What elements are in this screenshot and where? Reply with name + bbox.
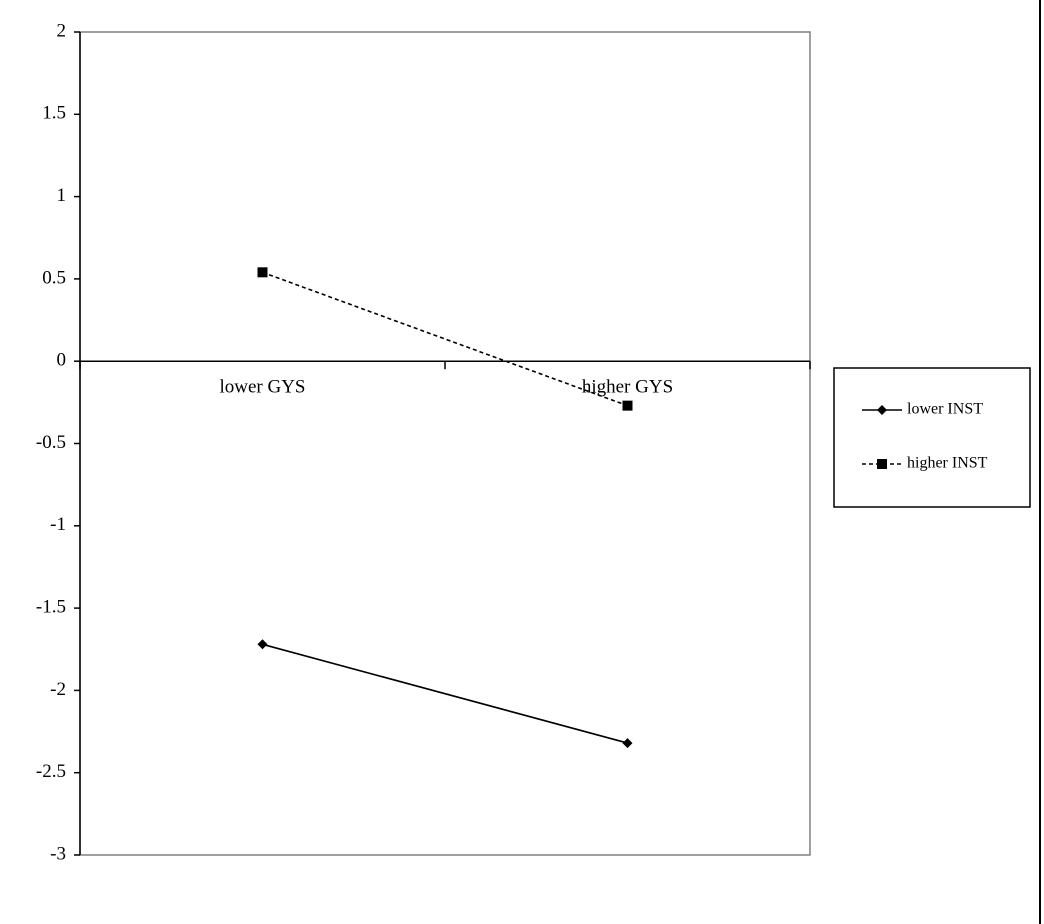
marker xyxy=(622,738,633,749)
legend-label: lower INST xyxy=(907,401,983,418)
marker xyxy=(257,267,268,278)
series-line xyxy=(262,643,628,744)
y-tick-label: 1 xyxy=(57,185,67,206)
legend-box xyxy=(833,367,1031,508)
y-tick-label: -0.5 xyxy=(36,432,66,453)
y-tick-label: -2 xyxy=(50,679,66,700)
marker xyxy=(622,400,633,411)
series-line xyxy=(262,271,628,407)
plot-area xyxy=(79,31,811,856)
x-tick-label: lower GYS xyxy=(219,377,305,398)
y-tick-label: -2.5 xyxy=(36,761,66,782)
y-tick-label: -3 xyxy=(50,843,66,864)
legend-marker xyxy=(877,459,887,469)
y-tick-label: -1.5 xyxy=(36,596,66,617)
y-tick-label: 2 xyxy=(57,20,67,41)
legend-label: higher INST xyxy=(907,455,988,472)
legend-marker xyxy=(877,405,887,415)
y-tick-label: 0.5 xyxy=(42,267,66,288)
y-tick-label: 0 xyxy=(57,350,67,371)
y-tick-label: -1 xyxy=(50,514,66,535)
x-tick-label: higher GYS xyxy=(582,377,673,398)
marker xyxy=(257,639,268,650)
y-tick-label: 1.5 xyxy=(42,103,66,124)
